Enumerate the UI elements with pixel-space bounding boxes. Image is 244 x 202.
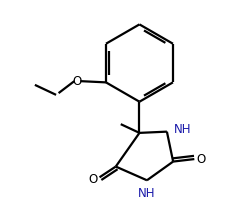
Text: NH: NH: [173, 123, 191, 136]
Text: O: O: [73, 75, 82, 88]
Text: O: O: [197, 153, 206, 166]
Text: O: O: [88, 173, 97, 185]
Text: NH: NH: [138, 187, 156, 200]
